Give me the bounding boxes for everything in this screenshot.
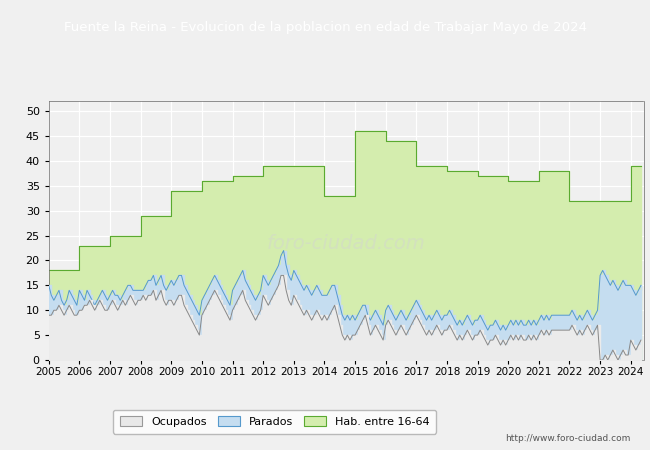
Text: Fuente la Reina - Evolucion de la poblacion en edad de Trabajar Mayo de 2024: Fuente la Reina - Evolucion de la poblac… [64,21,586,33]
Text: http://www.foro-ciudad.com: http://www.foro-ciudad.com [505,434,630,443]
Legend: Ocupados, Parados, Hab. entre 16-64: Ocupados, Parados, Hab. entre 16-64 [113,410,436,434]
Text: foro-ciudad.com: foro-ciudad.com [266,234,426,253]
